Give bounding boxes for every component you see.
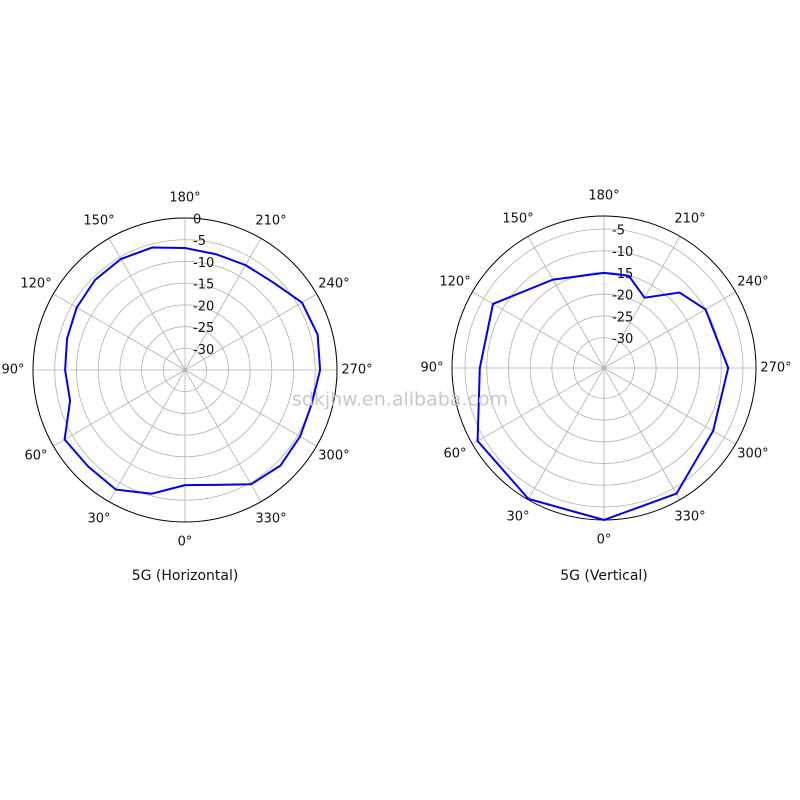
theta-tick-label: 60° — [25, 449, 48, 464]
grid-circle — [573, 337, 635, 399]
spoke — [603, 236, 681, 369]
spoke — [472, 367, 605, 445]
theta-tick-label: 180° — [169, 191, 200, 206]
grid-circle — [119, 304, 251, 436]
spoke — [53, 369, 186, 447]
grid-circle — [486, 250, 722, 486]
spoke — [108, 238, 186, 371]
theta-tick-label: 90° — [420, 361, 443, 376]
r-tick-label: -15 — [193, 278, 214, 293]
pattern-line — [63, 246, 322, 495]
theta-tick-label: 240° — [318, 277, 349, 292]
theta-tick-label: 90° — [1, 363, 24, 378]
spoke — [603, 291, 736, 369]
pattern-line — [476, 271, 730, 522]
theta-tick-label: 0° — [597, 533, 612, 548]
grid-circle — [76, 261, 294, 479]
theta-tick-label: 150° — [502, 212, 533, 227]
grid-circle — [464, 228, 744, 508]
grid-circle — [54, 239, 316, 501]
r-tick-label: -30 — [612, 332, 633, 347]
r-tick-label: -10 — [193, 256, 214, 271]
r-tick-label: -5 — [612, 224, 625, 239]
spoke — [527, 236, 605, 369]
r-tick-label: -25 — [193, 321, 214, 336]
spoke — [603, 367, 681, 500]
spoke — [108, 369, 186, 502]
theta-tick-label: 210° — [674, 212, 705, 227]
theta-tick-label: 210° — [255, 214, 286, 229]
r-tick-label: -10 — [612, 245, 633, 260]
theta-tick-label: 120° — [439, 275, 470, 290]
chart-title: 5G (Vertical) — [560, 568, 648, 584]
spoke — [472, 291, 605, 369]
r-tick-label: 0 — [193, 213, 201, 228]
outer-circle — [32, 217, 338, 523]
theta-tick-label: 60° — [444, 447, 467, 462]
theta-tick-label: 180° — [588, 189, 619, 204]
spoke — [527, 367, 605, 500]
theta-tick-label: 270° — [760, 361, 791, 376]
r-tick-label: -25 — [612, 310, 633, 325]
theta-tick-label: 30° — [87, 511, 110, 526]
theta-tick-label: 120° — [20, 277, 51, 292]
spoke — [53, 293, 186, 371]
r-tick-label: -5 — [193, 234, 206, 249]
spoke — [184, 238, 262, 371]
grid-circle — [97, 282, 273, 458]
grid-circle — [162, 347, 208, 393]
grid-circle — [551, 315, 657, 421]
theta-tick-label: 30° — [506, 509, 529, 524]
theta-tick-label: 270° — [341, 363, 372, 378]
watermark: sdkjhw.en.alibaba.com — [292, 389, 508, 411]
r-tick-label: -20 — [612, 289, 633, 304]
theta-tick-label: 300° — [737, 447, 768, 462]
r-tick-label: -30 — [193, 343, 214, 358]
spoke — [184, 369, 317, 447]
grid-circle — [141, 326, 229, 414]
r-tick-label: -20 — [193, 299, 214, 314]
theta-tick-label: 240° — [737, 275, 768, 290]
theta-tick-label: 150° — [83, 214, 114, 229]
theta-tick-label: 330° — [674, 509, 705, 524]
chart-title: 5G (Horizontal) — [132, 568, 239, 584]
spoke — [184, 293, 317, 371]
theta-tick-label: 330° — [255, 511, 286, 526]
grid-circle — [529, 293, 679, 443]
theta-tick-label: 300° — [318, 449, 349, 464]
spoke — [184, 369, 262, 502]
theta-tick-label: 0° — [178, 535, 193, 550]
